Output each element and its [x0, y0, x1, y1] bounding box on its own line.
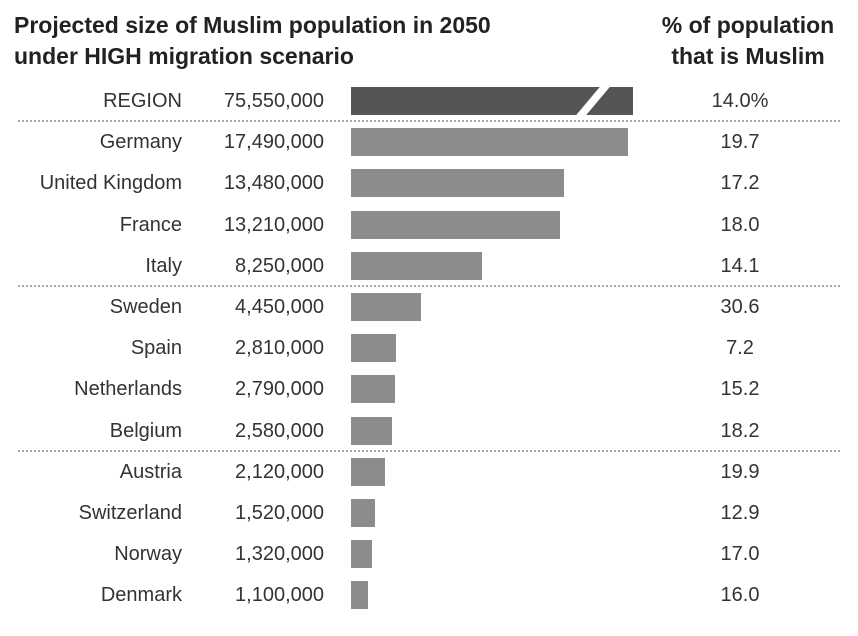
- category-label: Germany: [99, 131, 182, 154]
- category-label: Denmark: [100, 584, 182, 607]
- percent-muslim-label: 19.9: [720, 460, 760, 483]
- bar-row: Netherlands 2,790,000 15.2: [0, 374, 858, 415]
- category-label: Sweden: [109, 296, 182, 318]
- value-label: 75,550,000: [223, 90, 324, 112]
- percent-muslim-label: 18.0: [720, 213, 760, 236]
- chart-title-line-2: under HIGH migration scenario: [14, 43, 354, 69]
- percent-muslim-label: 15.2: [720, 378, 760, 401]
- value-label: 1,520,000: [235, 502, 324, 524]
- category-label: Austria: [119, 460, 182, 483]
- percent-muslim-label: 17.0: [720, 543, 760, 566]
- country-bar: [351, 499, 376, 527]
- category-label: Spain: [130, 337, 182, 360]
- bar-row: REGION 75,550,000 14.0%: [0, 86, 858, 127]
- country-bar: [351, 375, 396, 404]
- chart-title-line-1: Projected size of Muslim population in 2…: [14, 12, 491, 38]
- category-label: Netherlands: [74, 378, 182, 401]
- bar-row: United Kingdom 13,480,000 17.2: [0, 168, 858, 209]
- category-label: Switzerland: [78, 502, 182, 524]
- group-separator: [18, 120, 840, 123]
- category-label: Norway: [114, 543, 182, 566]
- category-label: Belgium: [109, 419, 182, 442]
- value-label: 2,580,000: [235, 419, 324, 442]
- country-bar: [351, 334, 396, 363]
- chart-title: Projected size of Muslim population in 2…: [14, 10, 491, 72]
- country-bar: [351, 128, 628, 157]
- value-label: 13,210,000: [223, 213, 324, 236]
- percent-muslim-label: 30.6: [720, 296, 760, 318]
- percent-muslim-label: 16.0: [720, 584, 760, 607]
- percent-muslim-label: 7.2: [726, 337, 754, 360]
- percent-muslim-label: 18.2: [720, 419, 760, 442]
- bar-row: Italy 8,250,000 14.1: [0, 251, 858, 292]
- category-label: REGION: [103, 90, 182, 112]
- bar-row: Denmark 1,100,000 16.0: [0, 580, 858, 621]
- bar-row: Spain 2,810,000 7.2: [0, 333, 858, 374]
- percent-muslim-label: 14.1: [720, 254, 760, 277]
- group-separator: [18, 449, 840, 452]
- country-bar: [351, 251, 482, 280]
- bar-row: France 13,210,000 18.0: [0, 210, 858, 251]
- country-bar: [351, 416, 392, 445]
- value-label: 1,100,000: [235, 584, 324, 607]
- country-bar: [351, 293, 422, 321]
- percent-header-line-1: % of population: [661, 12, 835, 38]
- group-separator: [18, 285, 840, 287]
- country-bar: [351, 457, 385, 486]
- category-label: Italy: [145, 254, 182, 277]
- category-label: France: [119, 213, 182, 236]
- percent-muslim-label: 17.2: [720, 172, 760, 195]
- bar-row: Austria 2,120,000 19.9: [0, 457, 858, 498]
- country-bar: [351, 169, 565, 198]
- bar-row: Germany 17,490,000 19.7: [0, 127, 858, 168]
- value-label: 13,480,000: [223, 172, 324, 195]
- percent-muslim-label: 14.0%: [711, 90, 769, 112]
- bar-row: Sweden 4,450,000 30.6: [0, 292, 858, 333]
- bar-row: Belgium 2,580,000 18.2: [0, 416, 858, 457]
- percent-header-line-2: that is Muslim: [671, 43, 825, 69]
- value-label: 2,120,000: [235, 460, 324, 483]
- value-label: 4,450,000: [235, 296, 324, 318]
- bar-row: Norway 1,320,000 17.0: [0, 539, 858, 580]
- percent-column-header: % of population that is Muslim: [648, 10, 848, 72]
- value-label: 17,490,000: [223, 131, 324, 154]
- value-label: 2,790,000: [235, 378, 324, 401]
- country-bar: [351, 540, 372, 569]
- value-label: 2,810,000: [235, 337, 324, 360]
- value-label: 8,250,000: [235, 254, 324, 277]
- percent-muslim-label: 12.9: [720, 502, 760, 524]
- percent-muslim-label: 19.7: [720, 131, 760, 154]
- country-bar: [351, 210, 561, 239]
- bar-row: Switzerland 1,520,000 12.9: [0, 498, 858, 539]
- country-bar: [351, 581, 369, 610]
- value-label: 1,320,000: [235, 543, 324, 566]
- category-label: United Kingdom: [39, 172, 182, 195]
